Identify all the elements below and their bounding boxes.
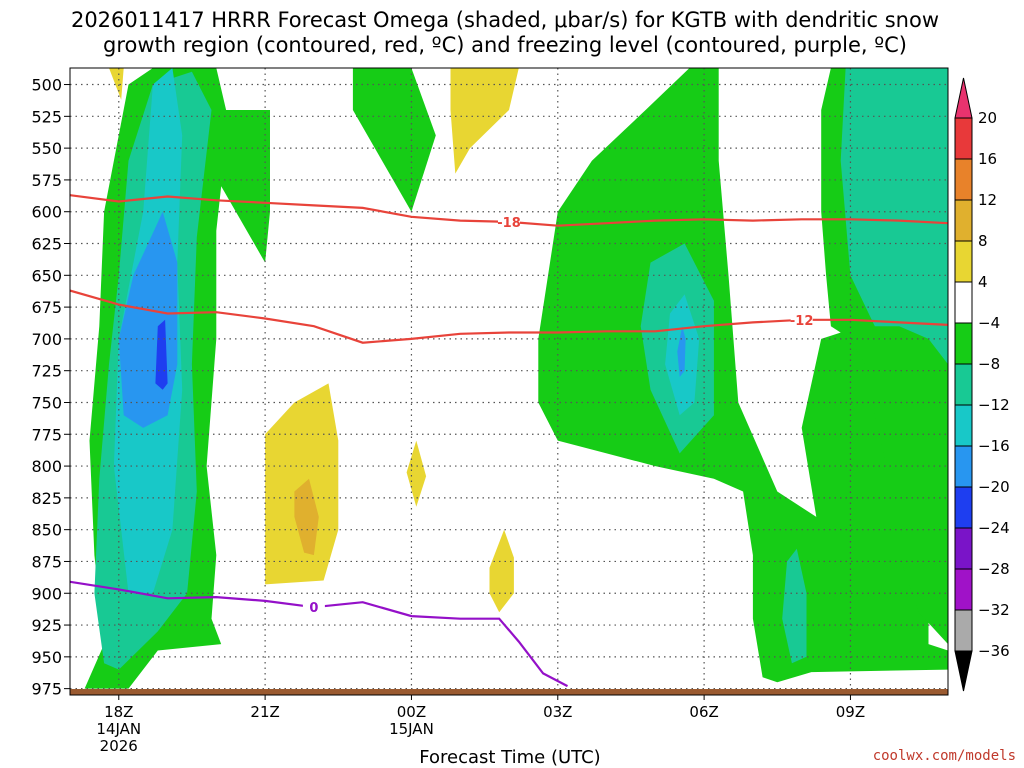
- colorbar-top-arrow: [954, 77, 973, 119]
- colorbar-label-9: −20: [978, 478, 1010, 496]
- y-tick-label-11: 775: [31, 425, 62, 444]
- chart-title-line-2: growth region (contoured, red, ºC) and f…: [103, 33, 907, 57]
- colorbar-band-5: [954, 322, 973, 365]
- x-tick-label-0-0: 18Z: [104, 703, 133, 721]
- y-tick-label-14: 850: [31, 521, 62, 540]
- dgz-contour-0-label: -18: [497, 216, 521, 231]
- x-tick-label-3-0: 03Z: [543, 703, 572, 721]
- y-tick-label-10: 750: [31, 393, 62, 412]
- freezing-level-contour-label: 0: [309, 601, 318, 616]
- colorbar-band-11: [954, 568, 973, 611]
- y-tick-label-4: 600: [31, 203, 62, 222]
- colorbar-label-11: −28: [978, 560, 1010, 578]
- omega-region-1: [352, 68, 436, 212]
- plot-frame: [69, 67, 949, 696]
- y-tick-label-1: 525: [31, 107, 62, 126]
- colorbar-band-10: [954, 527, 973, 570]
- colorbar-label-3: 8: [978, 232, 988, 250]
- colorbar-band-3: [954, 240, 973, 283]
- omega-region-14: [450, 68, 519, 174]
- colorbar-label-8: −16: [978, 437, 1010, 455]
- colorbar-band-1: [954, 158, 973, 201]
- y-tick-label-8: 700: [31, 330, 62, 349]
- dgz-contour-1-label-bg: [790, 311, 813, 327]
- freezing-level-contour-line: [70, 580, 569, 688]
- y-tick-label-15: 875: [31, 552, 62, 571]
- colorbar-label-5: −4: [978, 314, 1000, 332]
- omega-region-16: [406, 440, 427, 507]
- colorbar-label-2: 12: [978, 191, 997, 209]
- y-tick-label-16: 900: [31, 584, 62, 603]
- credit-text: coolwx.com/models: [873, 748, 1016, 764]
- omega-region-11: [677, 326, 686, 377]
- y-tick-label-5: 625: [31, 235, 62, 254]
- colorbar-band-7: [954, 404, 973, 447]
- colorbar-band-4: [954, 281, 973, 324]
- colorbar-band-12: [954, 609, 973, 652]
- y-tick-label-6: 650: [31, 266, 62, 285]
- colorbar-band-0: [954, 117, 973, 160]
- chart-title-line-1: 2026011417 HRRR Forecast Omega (shaded, …: [71, 8, 939, 32]
- y-tick-label-9: 725: [31, 362, 62, 381]
- y-tick-label-7: 675: [31, 298, 62, 317]
- colorbar-band-6: [954, 363, 973, 406]
- y-tick-label-2: 550: [31, 139, 62, 158]
- x-tick-label-0-2: 2026: [100, 737, 138, 755]
- x-tick-label-0-1: 14JAN: [96, 720, 141, 738]
- x-tick-label-2-1: 15JAN: [389, 720, 434, 738]
- colorbar-band-9: [954, 486, 973, 529]
- dgz-contour-0-label-bg: [498, 213, 520, 229]
- omega-region-17: [489, 529, 514, 613]
- y-tick-label-12: 800: [31, 457, 62, 476]
- dgz-contour-1-label: -12: [790, 314, 814, 329]
- colorbar-bottom-arrow: [954, 650, 973, 692]
- omega-region-7: [782, 548, 807, 664]
- x-tick-label-1-0: 21Z: [250, 703, 279, 721]
- colorbar-label-7: −12: [978, 396, 1010, 414]
- omega-region-13: [109, 68, 124, 100]
- colorbar-label-0: 20: [978, 109, 997, 127]
- y-tick-label-17: 925: [31, 616, 62, 635]
- colorbar-label-10: −24: [978, 519, 1010, 537]
- colorbar-band-2: [954, 199, 973, 242]
- freezing-level-contour-label-bg: [302, 599, 325, 615]
- colorbar-label-1: 16: [978, 150, 997, 168]
- ground-terrain: [70, 689, 948, 695]
- colorbar-label-13: −36: [978, 642, 1010, 660]
- y-tick-label-18: 950: [31, 648, 62, 667]
- colorbar-label-4: 4: [978, 273, 988, 291]
- y-tick-label-13: 825: [31, 489, 62, 508]
- x-tick-label-5-0: 09Z: [836, 703, 865, 721]
- x-tick-label-2-0: 00Z: [397, 703, 426, 721]
- colorbar-band-8: [954, 445, 973, 488]
- colorbar-label-6: −8: [978, 355, 1000, 373]
- y-tick-label-19: 975: [31, 680, 62, 699]
- omega-region-15: [265, 383, 339, 585]
- y-tick-label-3: 575: [31, 171, 62, 190]
- y-tick-label-0: 500: [31, 76, 62, 95]
- omega-region-12: [155, 319, 168, 390]
- x-axis-label: Forecast Time (UTC): [419, 747, 600, 768]
- omega-region-6: [840, 68, 948, 365]
- plot-area: -18 -12 0: [69, 67, 949, 696]
- x-tick-label-4-0: 06Z: [689, 703, 718, 721]
- colorbar-label-12: −32: [978, 601, 1010, 619]
